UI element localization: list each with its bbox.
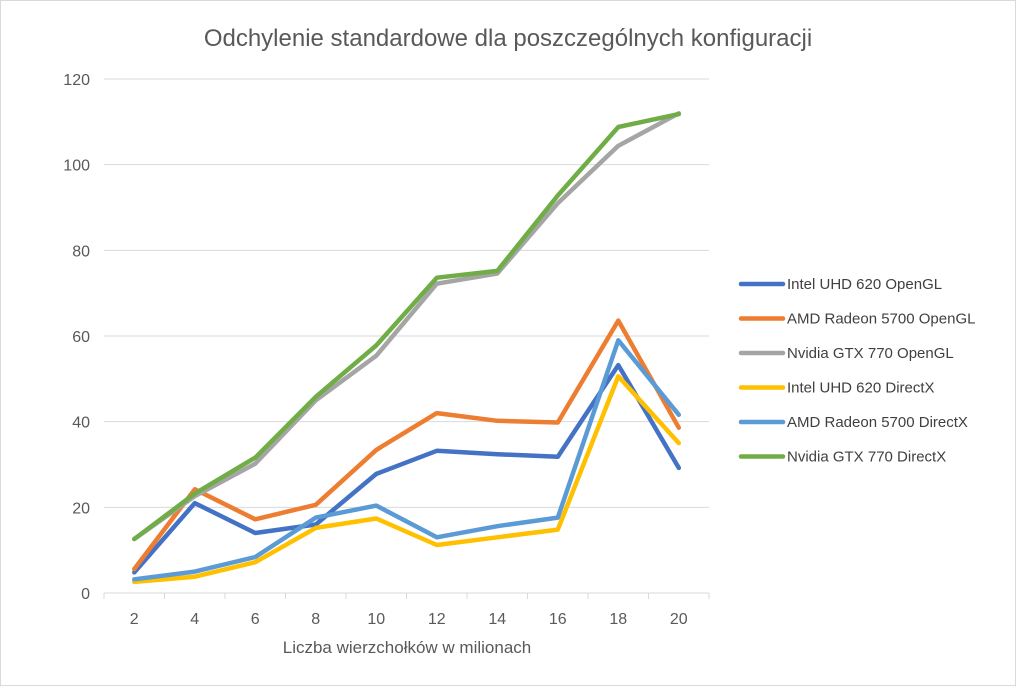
y-tick-label: 120 xyxy=(63,72,90,89)
y-tick-label: 60 xyxy=(72,329,90,346)
legend: Intel UHD 620 OpenGL AMD Radeon 5700 Open… xyxy=(738,276,975,466)
x-tick-label: 4 xyxy=(190,611,199,628)
x-tick-label: 6 xyxy=(251,611,260,628)
chart-title: Odchylenie standardowe dla poszczególnyc… xyxy=(204,25,812,52)
legend-item: Nvidia GTX 770 OpenGL xyxy=(738,345,954,362)
series-line-2 xyxy=(132,111,682,542)
y-tick-label: 40 xyxy=(72,415,90,432)
x-tick-label: 16 xyxy=(549,611,567,628)
series-line-5 xyxy=(132,111,682,542)
legend-label: AMD Radeon 5700 DirectX xyxy=(787,414,968,431)
x-tick-label: 2 xyxy=(130,611,139,628)
x-tick-label: 18 xyxy=(609,611,627,628)
y-axis-ticks: 0 20 40 60 80 100 120 xyxy=(63,72,90,603)
legend-item: Intel UHD 620 DirectX xyxy=(738,380,935,397)
legend-label: Nvidia GTX 770 OpenGL xyxy=(787,345,954,362)
x-tick-label: 12 xyxy=(428,611,446,628)
legend-label: Nvidia GTX 770 DirectX xyxy=(787,449,946,466)
x-tick-label: 14 xyxy=(488,611,506,628)
x-axis-label: Liczba wierzchołków w milionach xyxy=(283,638,531,657)
series-line-3 xyxy=(132,374,682,585)
series-line-1 xyxy=(132,318,682,572)
legend-item: AMD Radeon 5700 OpenGL xyxy=(738,311,975,328)
y-tick-label: 80 xyxy=(72,243,90,260)
legend-item: Nvidia GTX 770 DirectX xyxy=(738,449,946,466)
x-tick-label: 8 xyxy=(311,611,320,628)
x-axis-ticks: 2 4 6 8 10 12 14 16 18 20 xyxy=(103,593,710,628)
x-tick-label: 10 xyxy=(367,611,385,628)
series-line-0 xyxy=(132,362,682,575)
series-lines xyxy=(132,111,682,585)
legend-label: Intel UHD 620 DirectX xyxy=(787,380,935,397)
legend-label: Intel UHD 620 OpenGL xyxy=(787,276,942,293)
legend-label: AMD Radeon 5700 OpenGL xyxy=(787,311,975,328)
legend-item: Intel UHD 620 OpenGL xyxy=(738,276,942,293)
y-tick-label: 100 xyxy=(63,158,90,175)
series-line-4 xyxy=(132,338,682,582)
legend-item: AMD Radeon 5700 DirectX xyxy=(738,414,968,431)
y-tick-label: 0 xyxy=(81,586,90,603)
gridlines xyxy=(104,78,709,594)
x-tick-label: 20 xyxy=(670,611,688,628)
y-tick-label: 20 xyxy=(72,500,90,517)
